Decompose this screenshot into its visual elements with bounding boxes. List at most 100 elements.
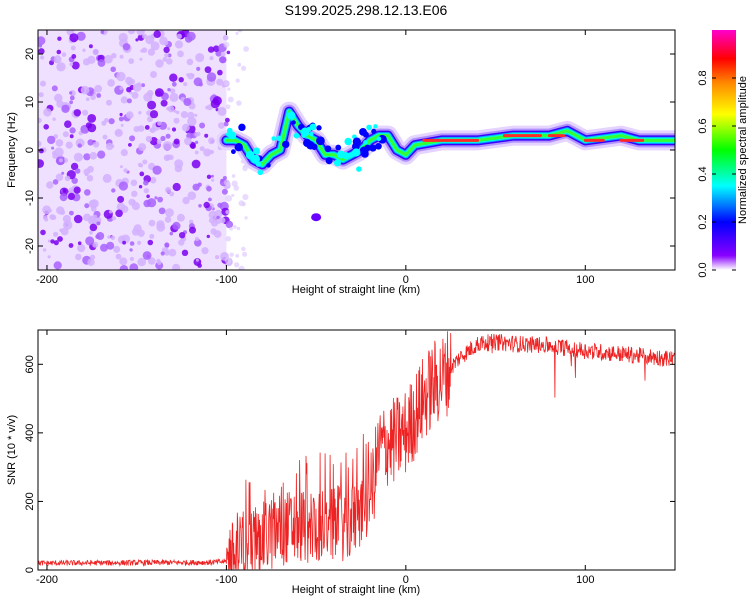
ridge-blob [362, 131, 369, 138]
noise-blob [76, 31, 86, 41]
noise-blob [110, 235, 116, 240]
noise-blob [186, 73, 190, 77]
noise-blob [240, 65, 247, 71]
noise-blob [231, 174, 236, 178]
noise-blob [131, 228, 140, 236]
noise-blob [51, 214, 57, 220]
noise-blob [68, 243, 74, 248]
noise-blob [61, 52, 67, 57]
noise-blob [38, 48, 45, 55]
noise-blob [167, 88, 171, 92]
noise-blob [96, 221, 101, 226]
noise-blob [47, 239, 51, 243]
noise-blob [137, 257, 146, 267]
snr-line [38, 331, 675, 570]
noise-blob [225, 220, 234, 229]
noise-blob [52, 179, 59, 185]
noise-blob [160, 251, 165, 256]
noise-blob [144, 125, 150, 130]
snr-frame [37, 329, 676, 571]
noise-blob [193, 77, 203, 87]
noise-blob [55, 139, 64, 147]
noise-blob [65, 141, 73, 149]
noise-blob [217, 106, 227, 116]
ridge-blob [257, 169, 264, 176]
noise-blob [235, 31, 239, 35]
noise-blob [215, 255, 220, 260]
noise-blob [220, 178, 224, 183]
noise-blob [242, 251, 248, 257]
noise-blob [52, 150, 57, 156]
noise-blob [235, 78, 240, 83]
noise-blob [182, 196, 190, 205]
noise-blob [127, 143, 132, 147]
noise-blob [188, 219, 194, 225]
noise-blob [119, 86, 123, 91]
noise-blob [208, 210, 217, 220]
noise-blob [107, 79, 115, 87]
noise-blob [54, 147, 64, 157]
noise-blob [174, 164, 183, 173]
noise-blob [243, 46, 249, 52]
noise-blob [183, 82, 188, 87]
noise-blob [241, 201, 246, 207]
y-tick-label: 600 [24, 355, 36, 373]
noise-blob [179, 232, 186, 239]
noise-blob [71, 177, 78, 184]
y-tick-label: 0 [24, 147, 36, 153]
noise-blob [192, 183, 200, 191]
noise-blob [38, 159, 44, 168]
noise-blob [122, 43, 131, 51]
noise-blob [69, 62, 74, 67]
ridge-blob [234, 143, 243, 152]
y-tick-label: 0 [24, 567, 36, 573]
noise-blob [203, 148, 212, 157]
noise-blob [216, 78, 224, 86]
noise-blob [225, 209, 230, 215]
ridge-blob [253, 147, 261, 155]
noise-blob [201, 247, 209, 255]
ridge-blob [324, 145, 332, 153]
x-tick-label: -100 [215, 574, 237, 586]
noise-blob [233, 262, 240, 268]
noise-blob [172, 221, 181, 230]
noise-blob [147, 198, 157, 208]
ridge-blob [371, 128, 377, 134]
noise-blob [90, 254, 96, 260]
colorbar-tick-label: 0.6 [697, 118, 709, 133]
ridge-blob [366, 124, 372, 131]
ridge-blob [231, 149, 236, 155]
noise-blob [169, 88, 176, 94]
ridge-blob [311, 143, 318, 151]
noise-blob [232, 225, 237, 229]
noise-blob [133, 126, 140, 133]
ridge-band [224, 110, 675, 166]
ridge-blob [325, 157, 333, 165]
noise-blob [38, 92, 44, 98]
noise-blob [165, 186, 172, 194]
noise-blob [141, 83, 146, 88]
noise-blob [194, 236, 200, 242]
colorbar-tick-label: 0.0 [697, 262, 709, 277]
noise-blob [189, 226, 196, 234]
colorbar-tick-label: 0.8 [697, 70, 709, 85]
noise-blob [84, 189, 91, 196]
snr-ticks: -200 -100 0 100 0 200 400 600 [24, 330, 675, 586]
noise-blob [87, 139, 94, 146]
noise-blob [126, 98, 132, 104]
noise-blob [158, 207, 166, 215]
noise-blob [118, 116, 124, 122]
noise-blob [231, 180, 238, 187]
noise-blob [119, 265, 129, 270]
noise-blob [150, 71, 157, 78]
colorbar: 0.0 0.2 0.4 0.6 0.8 Normalized spectral ampl… [697, 30, 749, 278]
noise-blob [107, 235, 111, 239]
ridge-blob [333, 159, 342, 167]
noise-blob [236, 100, 242, 106]
noise-blob [40, 229, 46, 236]
noise-blob [129, 241, 135, 246]
noise-blob [169, 191, 175, 197]
noise-blob [77, 143, 82, 148]
noise-blob [53, 261, 62, 270]
noise-blob [162, 57, 168, 62]
